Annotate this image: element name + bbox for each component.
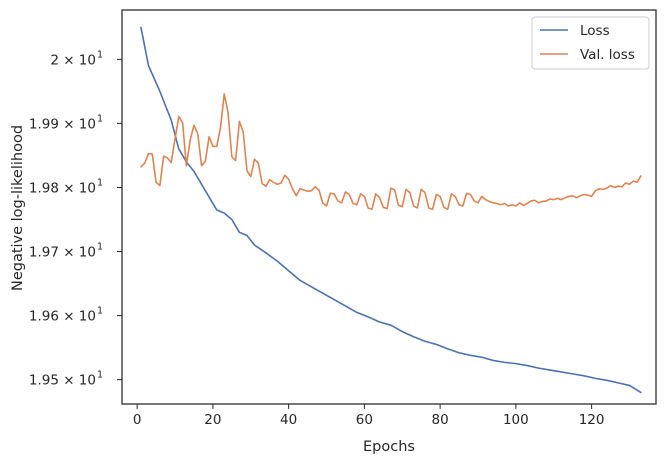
x-tick-label: 100 — [503, 412, 529, 428]
x-tick-label: 0 — [133, 412, 142, 428]
plot-frame — [121, 9, 657, 405]
series-line-loss — [140, 26, 642, 394]
y-axis: 1.95 × 10 11.96 × 10 11.97 × 10 11.98 × 10 1… — [29, 49, 122, 389]
x-tick-label: 20 — [204, 412, 221, 428]
x-tick-label: 60 — [356, 412, 373, 428]
y-tick-exponent: 1 — [97, 177, 103, 188]
x-tick-label: 40 — [280, 412, 297, 428]
y-tick-label: 1.98 × 10 — [29, 180, 96, 196]
x-tick-label: 80 — [432, 412, 449, 428]
x-axis: 0 20 40 60 80 100 120 — [133, 404, 605, 428]
y-tick-exponent: 1 — [97, 49, 103, 60]
y-tick-label: 2 × 10 — [50, 52, 96, 68]
y-tick-label: 1.99 × 10 — [29, 116, 96, 132]
y-tick-exponent: 1 — [97, 242, 103, 253]
legend-label: Loss — [580, 23, 610, 39]
y-tick-label: 1.96 × 10 — [29, 309, 96, 325]
y-tick-exponent: 1 — [97, 113, 103, 124]
y-axis-label: Negative log-likelihood — [10, 125, 26, 291]
legend-label: Val. loss — [580, 47, 635, 63]
y-tick-label: 1.97 × 10 — [29, 245, 96, 261]
y-tick-exponent: 1 — [97, 306, 103, 317]
x-tick-label: 120 — [579, 412, 605, 428]
plot-area — [140, 26, 642, 394]
x-axis-label: Epochs — [363, 439, 415, 455]
series-line-val-loss — [140, 93, 642, 211]
y-tick-label: 1.95 × 10 — [29, 373, 96, 389]
legend: Loss Val. loss — [531, 16, 650, 70]
y-tick-exponent: 1 — [97, 370, 103, 381]
